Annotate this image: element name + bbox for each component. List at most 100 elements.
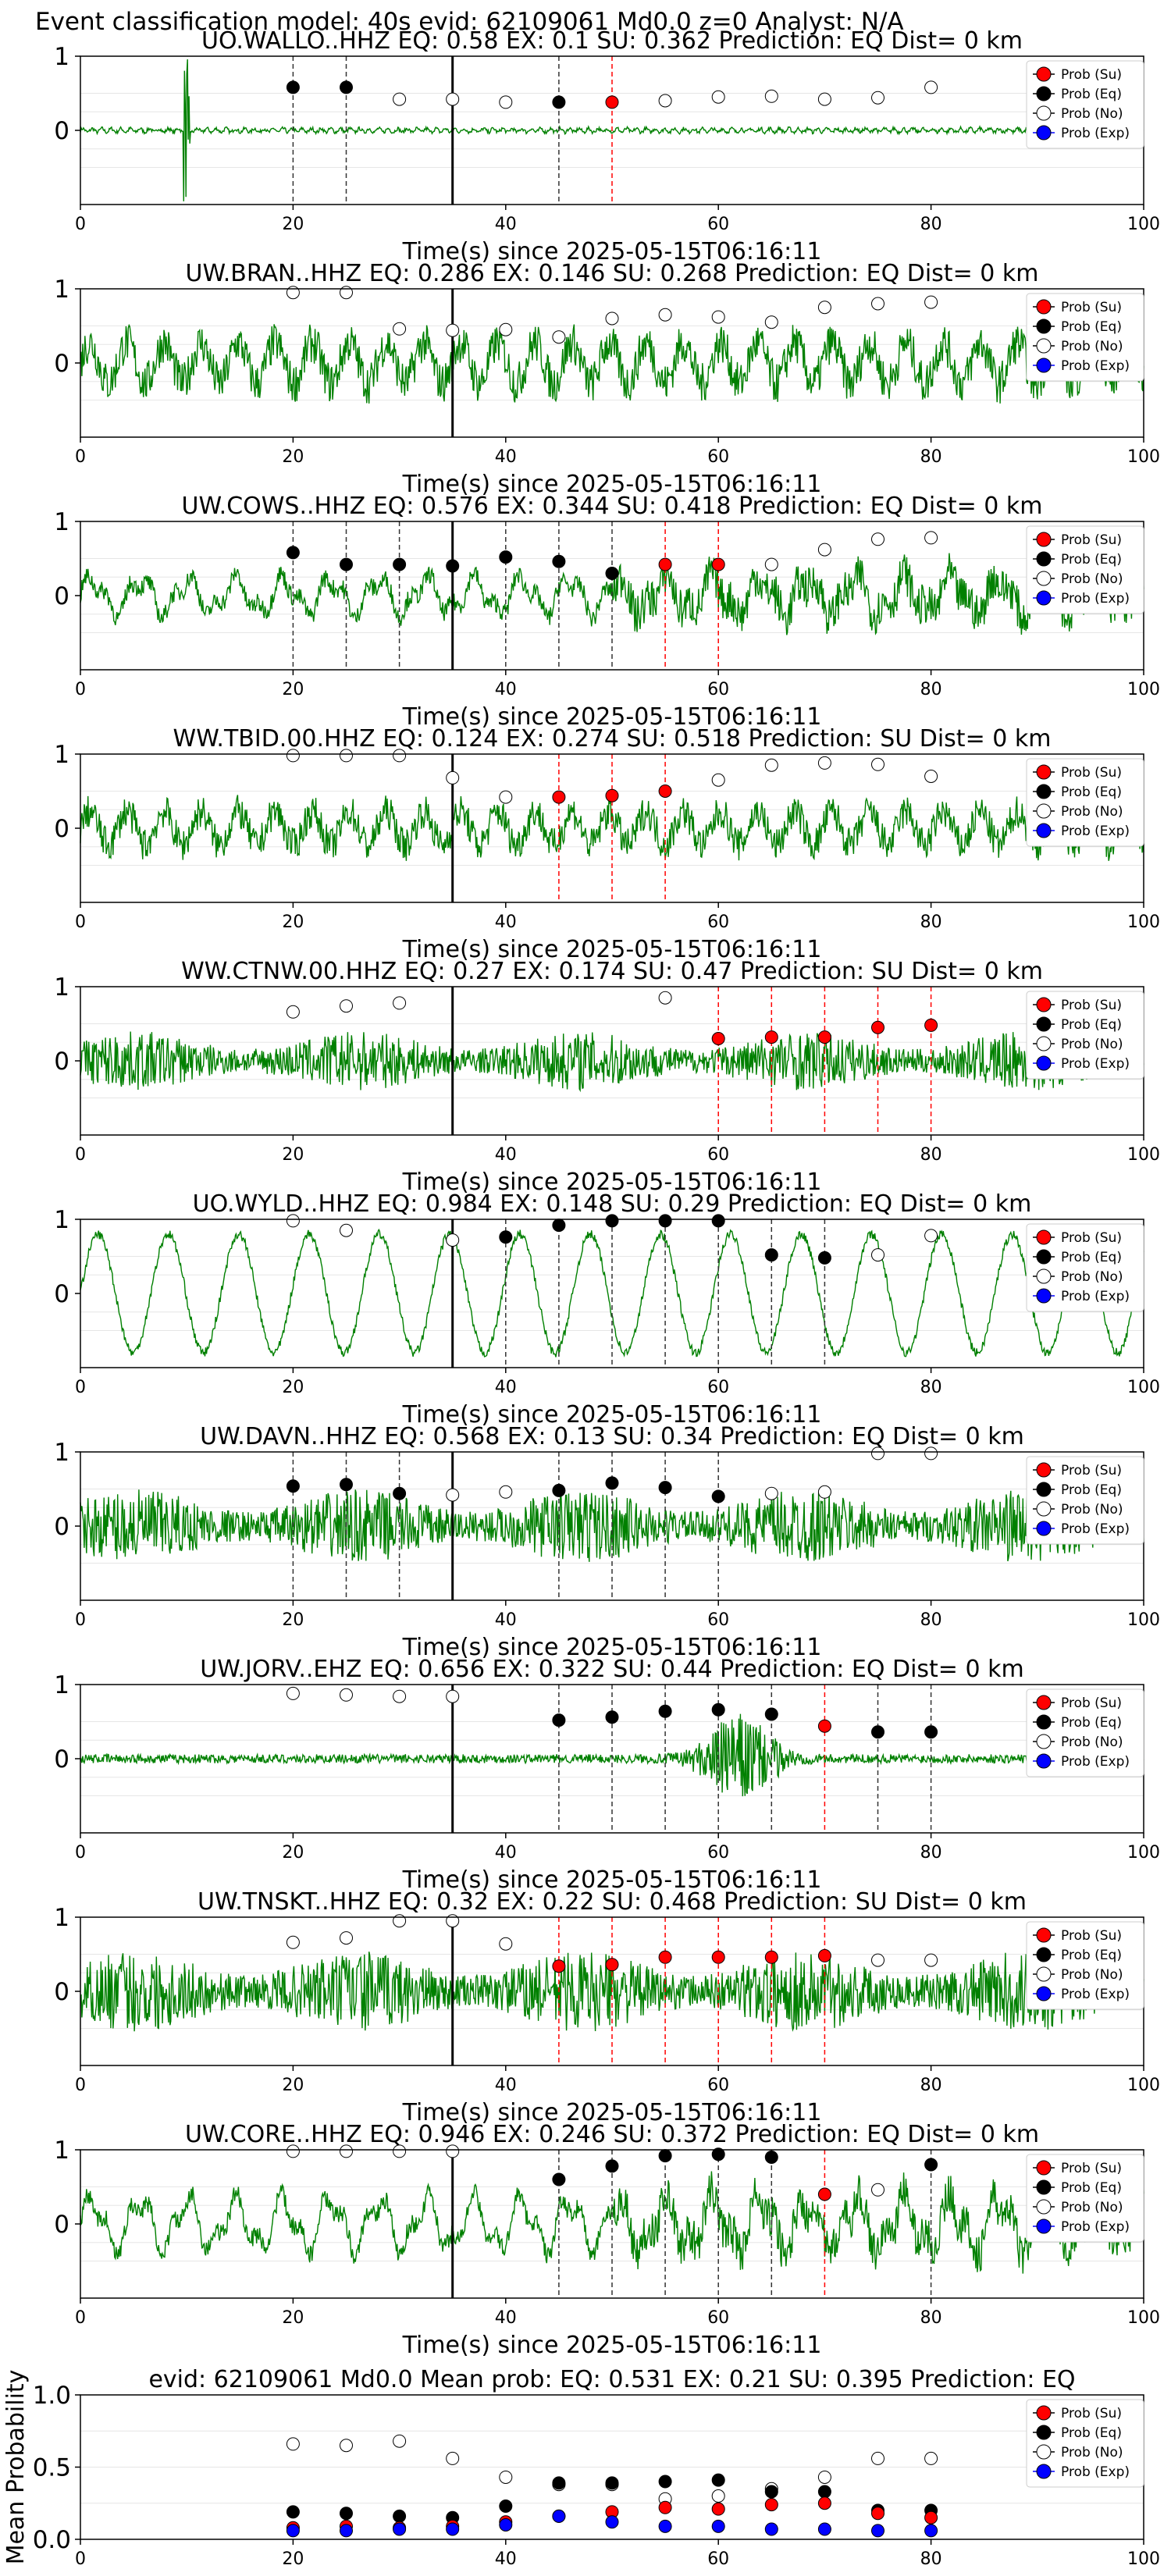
legend-marker-eq <box>1036 2179 1052 2195</box>
legend-label-no: Prob (No) <box>1061 2445 1123 2460</box>
mean-point-no <box>499 2470 513 2484</box>
waveform-line <box>80 323 1144 404</box>
legend-label-exp: Prob (Exp) <box>1061 2219 1130 2235</box>
prob-point-no <box>871 297 884 311</box>
mean-point-su <box>711 2502 725 2516</box>
xtick-label: 60 <box>707 1378 729 1397</box>
prob-point-no <box>499 95 513 109</box>
mean-point-exp <box>658 2519 672 2533</box>
legend-marker-su <box>1036 66 1052 82</box>
legend-label-eq: Prob (Eq) <box>1061 1017 1122 1033</box>
legend-marker-su <box>1036 1229 1052 1245</box>
legend-box <box>1026 758 1144 847</box>
xtick-label: 20 <box>282 1610 304 1630</box>
ytick-label: 0 <box>54 1280 69 1308</box>
prob-point-eq <box>552 1219 566 1233</box>
prob-point-no <box>393 749 407 763</box>
mean-point-su <box>817 2496 831 2510</box>
xtick-label: 0 <box>75 1145 86 1165</box>
xtick-label: 0 <box>75 1843 86 1863</box>
panel-title: WW.CTNW.00.HHZ EQ: 0.27 EX: 0.174 SU: 0.… <box>181 958 1043 985</box>
prob-point-su <box>605 788 619 802</box>
prob-point-su <box>605 1958 619 1972</box>
legend-marker-eq <box>1036 1947 1052 1962</box>
x-axis-label: Time(s) since 2025-05-15T06:16:11 <box>402 238 822 265</box>
prob-point-eq <box>605 567 619 580</box>
legend-label-su: Prob (Su) <box>1061 1230 1122 1246</box>
xtick-label: 100 <box>1127 1145 1160 1165</box>
ytick-label: 1 <box>54 43 69 71</box>
plot-frame <box>80 288 1144 438</box>
prob-point-no <box>340 749 353 763</box>
mean-point-eq <box>393 2509 407 2523</box>
mean-point-no <box>711 2489 725 2503</box>
xtick-label: 40 <box>495 1843 517 1863</box>
prob-point-no <box>764 557 778 571</box>
mean-point-eq <box>340 2507 353 2521</box>
legend-marker-eq <box>1036 2425 1052 2440</box>
xtick-label: 100 <box>1127 680 1160 699</box>
prob-point-eq <box>552 1483 566 1497</box>
prob-point-eq <box>552 2172 566 2186</box>
xtick-label: 60 <box>707 913 729 932</box>
xtick-label: 80 <box>920 1378 942 1397</box>
prob-point-su <box>817 1948 831 1962</box>
legend-marker-no <box>1036 803 1052 819</box>
x-axis-label: Time(s) since 2025-05-15T06:16:11 <box>402 936 822 963</box>
prob-point-eq <box>605 2159 619 2173</box>
legend-label-exp: Prob (Exp) <box>1061 591 1130 607</box>
legend-label-su: Prob (Su) <box>1061 1463 1122 1478</box>
xtick-label: 60 <box>707 1145 729 1165</box>
legend-label-exp: Prob (Exp) <box>1061 2464 1130 2480</box>
xtick-label: 80 <box>920 2308 942 2328</box>
mean-point-exp <box>499 2518 513 2532</box>
ytick-label: 0 <box>54 1745 69 1774</box>
legend-label-no: Prob (No) <box>1061 1037 1123 1052</box>
xtick-label: 0 <box>75 913 86 932</box>
xtick-label: 0 <box>75 2549 86 2569</box>
xtick-label: 40 <box>495 2549 517 2569</box>
prob-point-no <box>605 311 619 326</box>
xtick-label: 80 <box>920 2549 942 2569</box>
xtick-label: 80 <box>920 447 942 467</box>
prob-point-eq <box>764 2151 778 2164</box>
waveform-line <box>80 1031 1144 1093</box>
legend-label-su: Prob (Su) <box>1061 1695 1122 1711</box>
mean-point-no <box>446 2451 460 2465</box>
mean-point-no <box>871 2451 884 2465</box>
prob-point-eq <box>340 557 353 571</box>
legend-label-su: Prob (Su) <box>1061 765 1122 781</box>
station-panel-9: UW.TNSKT..HHZ EQ: 0.32 EX: 0.22 SU: 0.46… <box>54 1888 1160 2126</box>
prob-point-no <box>499 1937 513 1951</box>
prob-point-no <box>871 1953 884 1967</box>
panel-title: UW.JORV..EHZ EQ: 0.656 EX: 0.322 SU: 0.4… <box>200 1656 1023 1683</box>
prob-point-su <box>658 785 672 798</box>
prob-point-no <box>658 991 672 1005</box>
xtick-label: 60 <box>707 1843 729 1863</box>
prob-point-eq <box>658 1481 672 1495</box>
legend-marker-su <box>1036 299 1052 315</box>
ytick-label: 1 <box>54 276 69 304</box>
mean-point-exp <box>764 2522 778 2536</box>
ytick-label: 0 <box>54 1978 69 2006</box>
legend-marker-eq <box>1036 1249 1052 1265</box>
legend-marker-eq <box>1036 318 1052 334</box>
xtick-label: 40 <box>495 913 517 932</box>
legend-label-no: Prob (No) <box>1061 571 1123 587</box>
xtick-label: 60 <box>707 680 729 699</box>
prob-point-no <box>924 531 938 545</box>
legend-marker-eq <box>1036 1482 1052 1497</box>
prob-point-eq <box>658 1214 672 1228</box>
prob-point-no <box>764 1486 778 1500</box>
panel-title: UW.DAVN..HHZ EQ: 0.568 EX: 0.13 SU: 0.34… <box>200 1423 1024 1450</box>
mean-probability-panel: evid: 62109061 Md0.0 Mean prob: EQ: 0.53… <box>2 2366 1160 2569</box>
legend-label-su: Prob (Su) <box>1061 1928 1122 1944</box>
mean-point-eq <box>552 2476 566 2490</box>
mean-point-exp <box>871 2524 884 2538</box>
legend-marker-su <box>1036 2160 1052 2176</box>
mean-point-su <box>658 2500 672 2514</box>
legend-marker-su <box>1036 1927 1052 1943</box>
prob-point-su <box>817 1719 831 1733</box>
station-panel-3: UW.COWS..HHZ EQ: 0.576 EX: 0.344 SU: 0.4… <box>54 493 1160 731</box>
